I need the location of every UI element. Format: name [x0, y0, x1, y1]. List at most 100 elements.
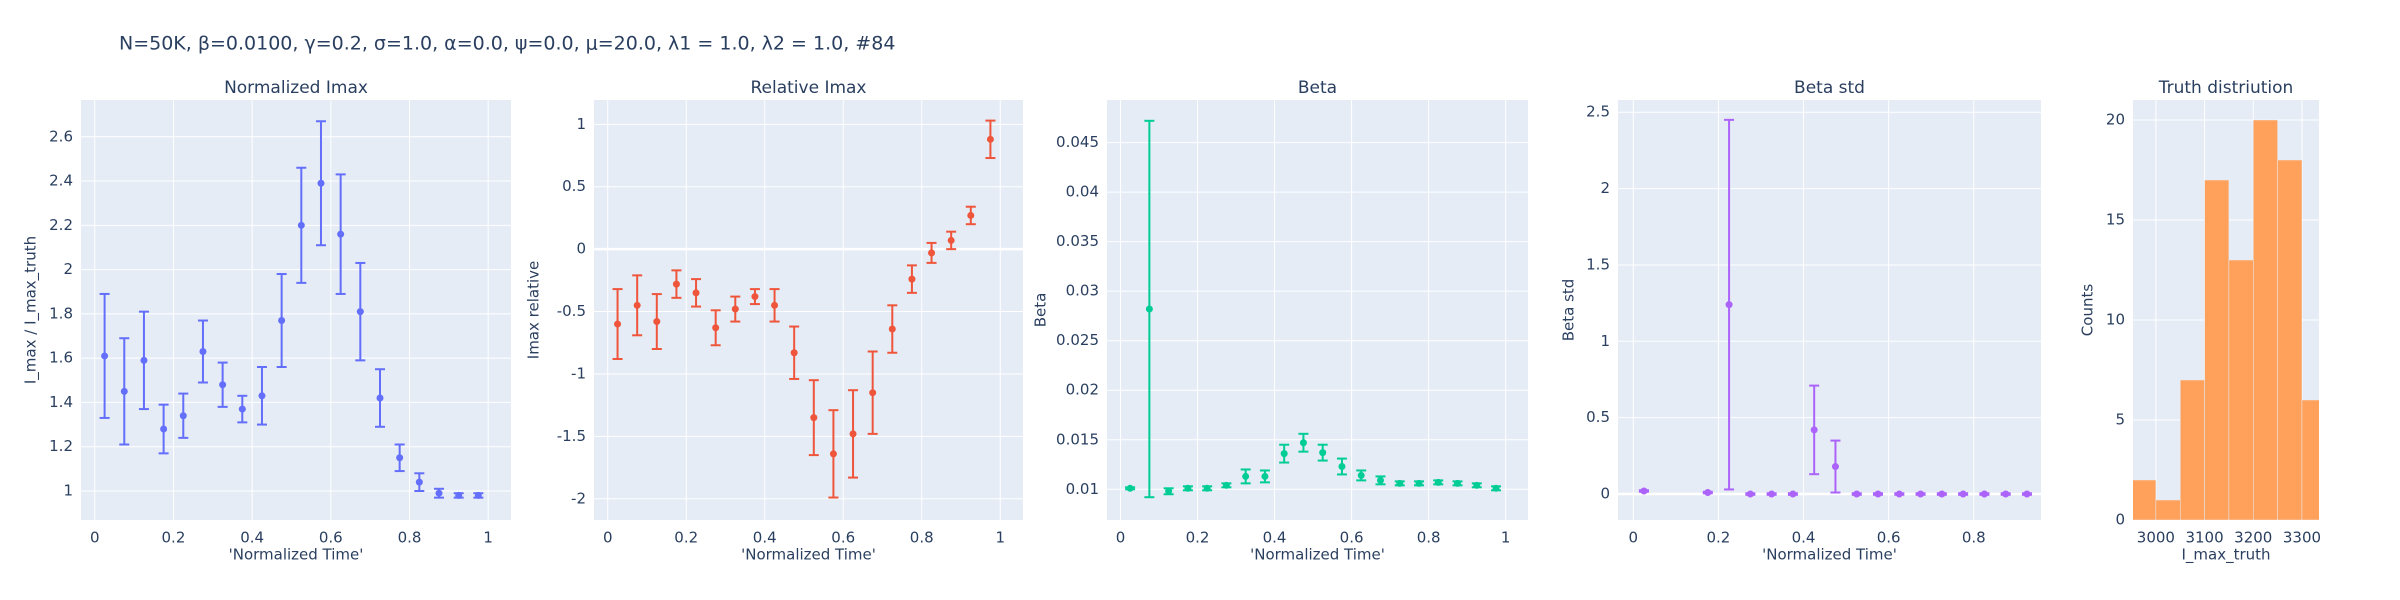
- y-tick-label: 0.5: [562, 177, 586, 195]
- y-tick-label: 0: [1600, 485, 1610, 503]
- point: [1789, 490, 1797, 498]
- x-tick-label: 0.4: [753, 529, 777, 547]
- subplot-title: Relative Imax: [750, 78, 866, 98]
- subplot-title: Beta: [1298, 78, 1337, 98]
- marks: [99, 120, 484, 499]
- y-axis-label: I_max / I_max_truth: [22, 236, 41, 384]
- point: [1184, 484, 1192, 492]
- point: [1319, 449, 1327, 457]
- point: [888, 325, 896, 333]
- y-tick-label: 0: [2115, 511, 2125, 529]
- bar: [2253, 119, 2278, 520]
- subplot-title: Truth distriution: [2158, 78, 2294, 98]
- y-tick-label: 15: [2106, 211, 2125, 229]
- y-tick-label: 1: [576, 115, 586, 133]
- x-axis-label: I_max_truth: [2181, 546, 2270, 565]
- y-axis-label: Imax relative: [525, 261, 543, 359]
- point: [1454, 479, 1462, 487]
- point: [1704, 489, 1712, 497]
- x-tick-label: 0.8: [910, 529, 934, 547]
- point: [1126, 484, 1134, 492]
- point: [474, 491, 482, 499]
- point: [1768, 490, 1776, 498]
- point: [278, 317, 286, 325]
- y-tick-label: 0.02: [1066, 381, 1099, 399]
- x-tick-label: 1: [995, 529, 1005, 547]
- point: [2023, 490, 2031, 498]
- x-axis-label: 'Normalized Time': [741, 546, 876, 564]
- point: [751, 293, 759, 301]
- x-tick-label: 0.6: [1877, 529, 1901, 547]
- point: [653, 318, 661, 326]
- y-tick-label: 0.015: [1056, 430, 1099, 448]
- x-tick-label: 1: [483, 529, 493, 547]
- point: [1959, 490, 1967, 498]
- plot-background: [1107, 100, 1528, 520]
- marks: [612, 119, 996, 499]
- point: [928, 249, 936, 257]
- bar: [2179, 379, 2205, 520]
- y-tick-label: 2.5: [1586, 103, 1610, 121]
- y-tick-label: 2.2: [49, 216, 73, 234]
- x-tick-label: 0.6: [1340, 529, 1364, 547]
- y-tick-label: 1: [1600, 332, 1610, 350]
- x-axis-label: 'Normalized Time': [229, 546, 364, 564]
- y-axis-label: Counts: [2079, 284, 2097, 337]
- y-tick-label: -2: [571, 489, 586, 507]
- point: [258, 392, 266, 400]
- point: [1242, 472, 1250, 480]
- point: [1165, 487, 1173, 495]
- x-tick-label: 3200: [2234, 529, 2272, 547]
- point: [1145, 305, 1153, 313]
- point: [415, 478, 423, 486]
- x-axis-label: 'Normalized Time': [1250, 546, 1385, 564]
- y-tick-label: 0.045: [1056, 133, 1099, 151]
- point: [1980, 490, 1988, 498]
- point: [435, 489, 443, 497]
- point: [219, 381, 227, 389]
- x-tick-label: 0.4: [240, 529, 264, 547]
- y-tick-label: 0.04: [1066, 183, 1099, 201]
- marks: [1125, 119, 1502, 499]
- x-tick-label: 0.6: [831, 529, 855, 547]
- point: [967, 211, 975, 219]
- plot-background: [594, 100, 1023, 520]
- x-tick-label: 0: [603, 529, 613, 547]
- point: [986, 135, 994, 143]
- y-tick-label: 0.03: [1066, 282, 1099, 300]
- x-tick-label: 3000: [2137, 529, 2175, 547]
- y-axis-label: Beta: [1032, 293, 1050, 328]
- subplot: 0 0.2 0.4 0.6 0.8 1 1 1.2 1.4 1.6 1.8 2 2.2 2.4 2.6 Nor…: [22, 78, 511, 564]
- y-tick-label: 2: [1600, 179, 1610, 197]
- point: [672, 280, 680, 288]
- y-tick-label: 1.6: [49, 349, 73, 367]
- y-tick-label: 0: [576, 240, 586, 258]
- point: [1357, 471, 1365, 479]
- x-tick-label: 0.8: [1417, 529, 1441, 547]
- x-tick-label: 0: [1116, 529, 1126, 547]
- x-tick-label: 0.4: [1792, 529, 1816, 547]
- subplot: 3000 3100 3200 3300 0 5 10 15 20 Truth distriutio…: [2079, 78, 2322, 565]
- point: [199, 348, 207, 356]
- x-tick-label: 0: [90, 529, 100, 547]
- subplot: 0 0.2 0.4 0.6 0.8 0 0.5 1 1.5 2 2.5 Beta std 'Normal…: [1560, 78, 2041, 564]
- point: [633, 301, 641, 309]
- y-tick-label: -1.5: [557, 427, 586, 445]
- point: [712, 324, 720, 332]
- point: [1473, 481, 1481, 489]
- point: [947, 236, 955, 244]
- y-axis-label: Beta std: [1560, 279, 1578, 342]
- point: [810, 414, 818, 422]
- x-tick-label: 0.2: [1707, 529, 1731, 547]
- point: [849, 430, 857, 438]
- point: [376, 394, 384, 402]
- point: [1222, 481, 1230, 489]
- bar: [2133, 479, 2157, 520]
- point: [1299, 439, 1307, 447]
- point: [692, 289, 700, 297]
- point: [317, 179, 325, 187]
- point: [614, 320, 622, 328]
- point: [2002, 490, 2010, 498]
- point: [869, 389, 877, 397]
